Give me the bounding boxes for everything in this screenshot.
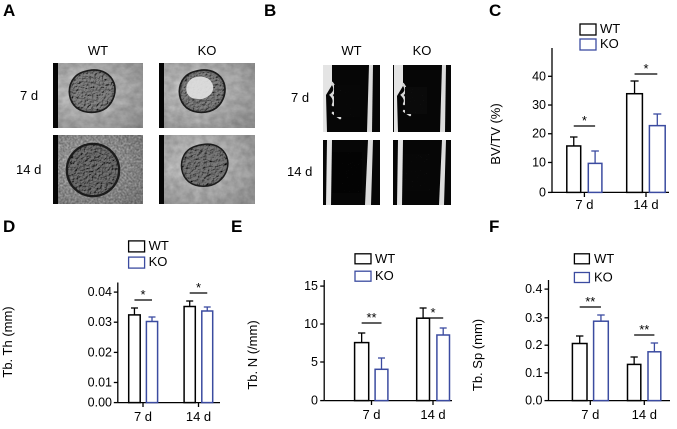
svg-text:15: 15 (304, 279, 318, 293)
svg-text:5: 5 (311, 355, 318, 369)
svg-text:40: 40 (532, 69, 546, 83)
svg-text:*: * (582, 113, 587, 128)
svg-text:0.3: 0.3 (525, 311, 542, 325)
svg-text:14 d: 14 d (633, 197, 658, 210)
svg-text:0: 0 (539, 185, 546, 199)
svg-text:**: ** (585, 294, 595, 309)
svg-text:7 d: 7 d (575, 197, 593, 210)
svg-text:KO: KO (149, 254, 168, 269)
svg-text:0.03: 0.03 (88, 315, 112, 329)
svg-text:WT: WT (149, 238, 169, 253)
svg-text:0: 0 (311, 394, 318, 408)
svg-text:0.1: 0.1 (525, 366, 542, 380)
svg-text:**: ** (366, 310, 376, 325)
svg-text:*: * (430, 305, 435, 320)
svg-text:7 d: 7 d (362, 407, 380, 422)
svg-text:WT: WT (600, 21, 620, 36)
svg-text:WT: WT (375, 251, 395, 266)
svg-text:0.02: 0.02 (88, 345, 112, 359)
svg-text:0.00: 0.00 (88, 396, 112, 410)
svg-text:10: 10 (532, 156, 546, 170)
svg-text:*: * (196, 280, 201, 295)
svg-text:0.01: 0.01 (88, 376, 112, 390)
svg-text:**: ** (639, 322, 649, 337)
svg-text:KO: KO (594, 270, 613, 285)
svg-text:BV/TV (%): BV/TV (%) (489, 103, 503, 164)
svg-text:30: 30 (532, 98, 546, 112)
svg-text:10: 10 (304, 317, 318, 331)
svg-text:KO: KO (375, 268, 394, 283)
svg-text:0.04: 0.04 (88, 285, 112, 299)
svg-text:*: * (643, 61, 648, 76)
svg-text:*: * (140, 287, 145, 302)
svg-text:14 d: 14 d (186, 409, 211, 424)
svg-text:7 d: 7 d (581, 407, 599, 422)
svg-text:0.4: 0.4 (525, 282, 542, 296)
svg-text:0.0: 0.0 (525, 394, 542, 408)
svg-text:Tb. Sp (mm): Tb. Sp (mm) (470, 319, 485, 391)
svg-text:KO: KO (600, 36, 619, 51)
svg-text:0.2: 0.2 (525, 338, 542, 352)
svg-text:14 d: 14 d (632, 407, 657, 422)
svg-text:Tb. N (/mm): Tb. N (/mm) (245, 320, 260, 389)
svg-text:Tb. Th (mm): Tb. Th (mm) (0, 306, 15, 377)
svg-text:14 d: 14 d (420, 407, 445, 422)
svg-text:20: 20 (532, 127, 546, 141)
svg-text:WT: WT (594, 251, 614, 266)
svg-text:7 d: 7 d (134, 409, 152, 424)
